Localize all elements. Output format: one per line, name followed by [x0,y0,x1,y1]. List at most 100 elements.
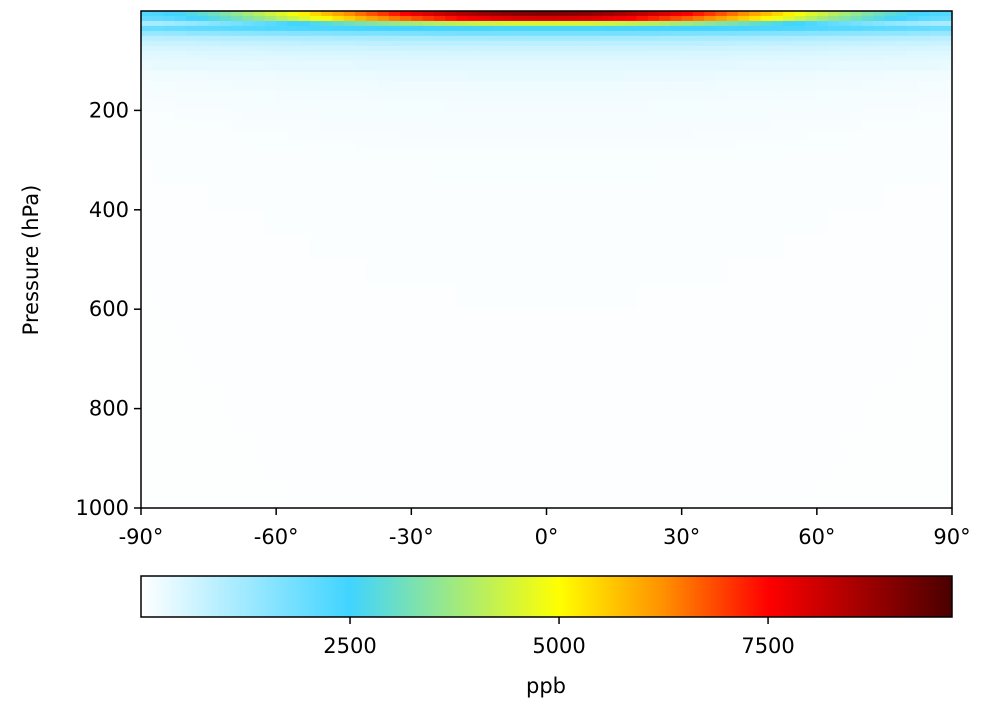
heatmap-cell [783,90,795,102]
heatmap-cell [614,120,626,131]
heatmap-cell [490,25,503,32]
heatmap-cell [670,80,683,92]
heatmap-cell [591,120,604,131]
heatmap-cell [478,80,491,92]
heatmap-cell [411,90,424,102]
heatmap-cell [208,483,221,509]
heatmap-cell [512,120,525,131]
heatmap-cell [287,11,300,17]
heatmap-cell [411,284,424,310]
heatmap-cell [298,358,311,385]
heatmap-cell [253,110,266,121]
heatmap-cell [343,25,356,32]
heatmap-cell [884,20,897,27]
heatmap-cell [287,130,300,141]
heatmap-cell [456,184,469,211]
heatmap-cell [614,209,626,236]
heatmap-cell [309,110,322,121]
heatmap-cell [535,358,548,385]
heatmap-cell [523,358,536,385]
plot-area [140,10,953,509]
heatmap-cell [298,15,311,22]
heatmap-cell [839,100,852,111]
heatmap-cell [152,209,165,236]
heatmap-cell [366,130,379,141]
heatmap-cell [918,184,931,211]
heatmap-cell [501,284,514,310]
heatmap-cells [141,11,953,509]
heatmap-cell [861,140,874,151]
heatmap-cell [141,209,153,236]
heatmap-cell [411,433,424,459]
heatmap-cell [298,408,311,435]
heatmap-cell [625,433,638,459]
heatmap-cell [670,234,683,261]
heatmap-cell [839,20,852,27]
heatmap-cell [388,100,401,111]
heatmap-cell [704,15,717,22]
heatmap-cell [569,358,581,385]
heatmap-cell [377,80,390,92]
heatmap-cell [231,140,243,151]
heatmap-cell [535,184,548,211]
heatmap-cell [704,184,717,211]
heatmap-cell [377,30,390,37]
heatmap-cell [580,70,593,82]
heatmap-cell [929,110,942,121]
heatmap-cell [602,120,615,131]
heatmap-cell [197,130,210,141]
heatmap-cell [760,90,773,102]
heatmap-cell [692,55,705,62]
heatmap-cell [141,309,153,335]
heatmap-cell [197,25,210,32]
heatmap-cell [366,383,379,410]
heatmap-cell [794,80,807,92]
heatmap-cell [388,140,401,151]
y-axis-label: Pressure (hPa) [19,185,43,336]
heatmap-cell [602,130,615,141]
heatmap-cell [276,90,289,102]
heatmap-cell [737,120,750,131]
heatmap-cell [355,80,367,92]
heatmap-cell [422,15,435,22]
heatmap-cell [918,80,931,92]
heatmap-cell [388,120,401,131]
heatmap-cell [242,383,255,410]
heatmap-cell [816,309,829,335]
heatmap-cell [602,259,615,285]
heatmap-cell [343,383,356,410]
heatmap-cell [636,25,649,32]
heatmap-cell [636,110,649,121]
heatmap-cell [490,110,503,121]
heatmap-cell [771,309,784,335]
heatmap-cell [940,25,953,32]
heatmap-cell [343,358,356,385]
heatmap-cell [523,408,536,435]
heatmap-cell [400,100,412,111]
heatmap-cell [411,408,424,435]
heatmap-cell [400,433,412,459]
heatmap-cell [715,120,728,131]
heatmap-cell [659,383,671,410]
heatmap-cell [478,55,491,62]
heatmap-cell [940,383,953,410]
heatmap-cell [287,55,300,62]
heatmap-cell [321,358,334,385]
heatmap-cell [670,184,683,211]
heatmap-cell [906,100,919,111]
heatmap-cell [749,408,762,435]
heatmap-cell [737,90,750,102]
heatmap-cell [501,100,514,111]
heatmap-cell [681,55,694,62]
heatmap-cell [704,358,717,385]
heatmap-cell [264,160,277,186]
heatmap-cell [355,160,367,186]
heatmap-cell [467,55,480,62]
heatmap-cell [839,40,852,47]
heatmap-cell [490,50,503,57]
heatmap-cell [445,30,457,37]
heatmap-cell [456,458,469,484]
heatmap-cell [264,259,277,285]
heatmap-cell [839,70,852,82]
heatmap-cell [647,160,660,186]
